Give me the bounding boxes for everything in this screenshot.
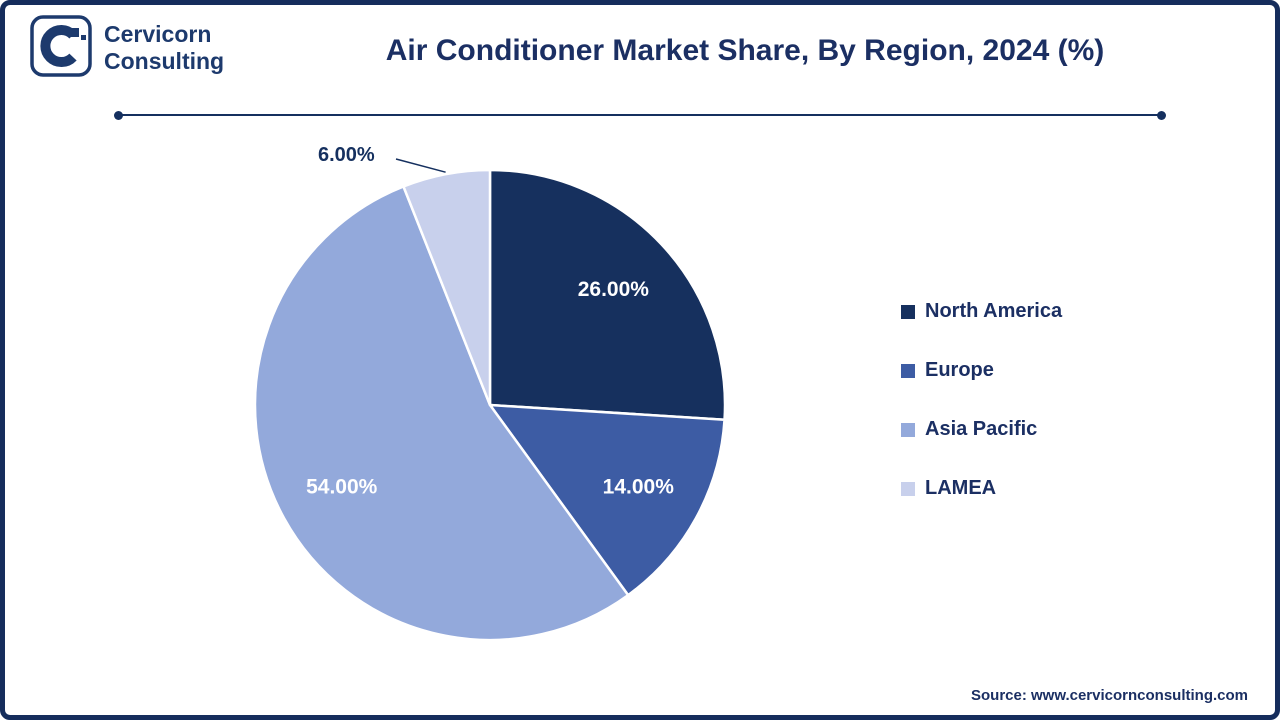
brand-name: Cervicorn Consulting — [104, 21, 224, 75]
pie-label-leader-line — [395, 158, 446, 173]
pie-chart: 26.00% 14.00% 54.00% — [253, 158, 727, 642]
legend-item-asia-pacific: Asia Pacific — [901, 418, 1062, 441]
pie-slice-lamea — [402, 168, 492, 407]
chart-title: Air Conditioner Market Share, By Region,… — [385, 34, 1105, 67]
legend-item-europe: Europe — [901, 359, 1062, 382]
header-divider — [114, 110, 1166, 120]
pie-slice-north-america — [488, 168, 727, 422]
legend-marker-europe — [901, 363, 915, 378]
pie-slice-europe — [488, 403, 726, 597]
legend-label-asia-pacific: Asia Pacific — [925, 418, 1038, 440]
legend-marker-asia-pacific — [901, 422, 915, 437]
legend-item-north-america: North America — [901, 300, 1062, 323]
legend-label-europe: Europe — [925, 359, 994, 381]
legend-label-north-america: North America — [925, 300, 1063, 322]
brand-name-line2: Consulting — [104, 48, 225, 74]
pie-label-europe: 14.00% — [603, 476, 675, 499]
legend-marker-lamea — [901, 481, 915, 496]
pie-label-asia-pacific: 54.00% — [306, 476, 378, 499]
legend-label-lamea: LAMEA — [925, 477, 997, 499]
brand-name-line1: Cervicorn — [104, 21, 212, 47]
pie-label-lamea: 6.00% — [318, 144, 375, 166]
pie-slice-asia-pacific — [253, 185, 630, 642]
logo-svg — [30, 15, 92, 77]
legend-marker-north-america — [901, 304, 915, 319]
pie-label-north-america: 26.00% — [578, 278, 650, 301]
legend-item-lamea: LAMEA — [901, 477, 1062, 500]
source-text: Source: www.cervicornconsulting.com — [970, 687, 1248, 704]
legend: North America Europe Asia Pacific LAMEA — [901, 300, 1062, 500]
cervicorn-logo-icon — [30, 15, 92, 77]
